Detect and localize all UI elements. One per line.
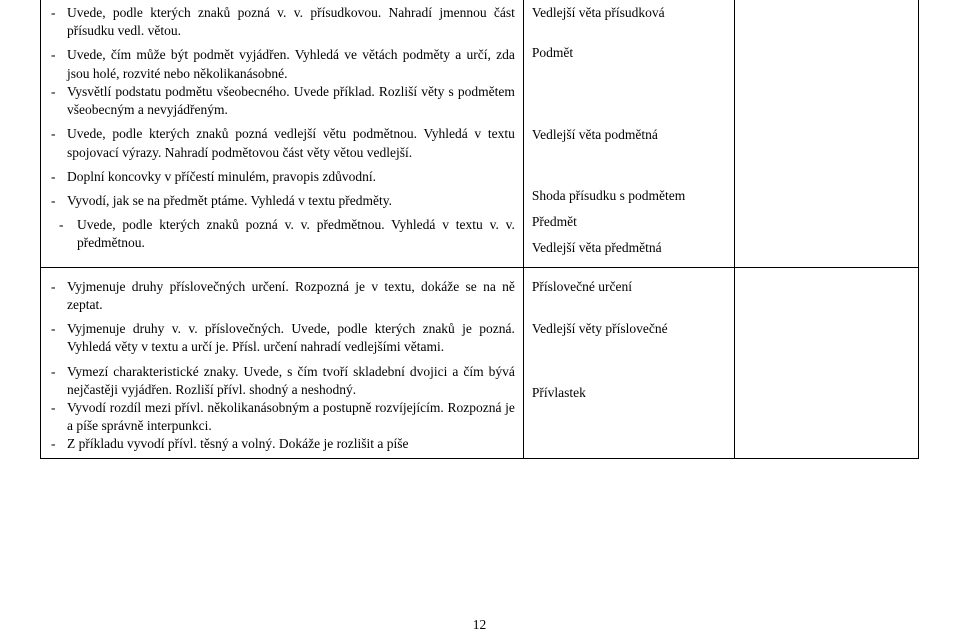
topic-label: Vedlejší věta podmětná	[532, 126, 726, 144]
right-cell	[734, 0, 918, 267]
topic-label: Přívlastek	[532, 384, 726, 402]
list-item: Uvede, podle kterých znaků pozná vedlejš…	[49, 125, 515, 161]
list-item: Z příkladu vyvodí přívl. těsný a volný. …	[49, 435, 515, 453]
topic-label: Podmět	[532, 44, 726, 62]
list-item: Uvede, podle kterých znaků pozná v. v. p…	[49, 4, 515, 40]
list-item: Uvede, podle kterých znaků pozná v. v. p…	[49, 216, 515, 252]
left-cell: Uvede, podle kterých znaků pozná v. v. p…	[41, 0, 524, 267]
list-item: Vyjmenuje druhy příslovečných určení. Ro…	[49, 278, 515, 314]
list-item: Vyjmenuje druhy v. v. příslovečných. Uve…	[49, 320, 515, 356]
topic-label: Vedlejší věty příslovečné	[532, 320, 726, 338]
middle-cell: Vedlejší věta přísudková Podmět Vedlejší…	[523, 0, 734, 267]
list-item: Vyvodí, jak se na předmět ptáme. Vyhledá…	[49, 192, 515, 210]
page-number: 12	[0, 617, 959, 633]
curriculum-table: Uvede, podle kterých znaků pozná v. v. p…	[40, 0, 919, 459]
list-item: Vyvodí rozdíl mezi přívl. několikanásobn…	[49, 399, 515, 435]
table-row: Vyjmenuje druhy příslovečných určení. Ro…	[41, 267, 919, 458]
table-row: Uvede, podle kterých znaků pozná v. v. p…	[41, 0, 919, 267]
topic-label: Shoda přísudku s podmětem	[532, 187, 726, 205]
topic-label: Vedlejší věta přísudková	[532, 4, 726, 22]
topic-label: Předmět	[532, 213, 726, 231]
list-item: Doplní koncovky v příčestí minulém, prav…	[49, 168, 515, 186]
topic-label: Vedlejší věta předmětná	[532, 239, 726, 257]
topic-label: Příslovečné určení	[532, 278, 726, 296]
right-cell	[734, 267, 918, 458]
list-item: Vymezí charakteristické znaky. Uvede, s …	[49, 363, 515, 399]
list-item: Uvede, čím může být podmět vyjádřen. Vyh…	[49, 46, 515, 82]
left-cell: Vyjmenuje druhy příslovečných určení. Ro…	[41, 267, 524, 458]
list-item: Vysvětlí podstatu podmětu všeobecného. U…	[49, 83, 515, 119]
middle-cell: Příslovečné určení Vedlejší věty příslov…	[523, 267, 734, 458]
